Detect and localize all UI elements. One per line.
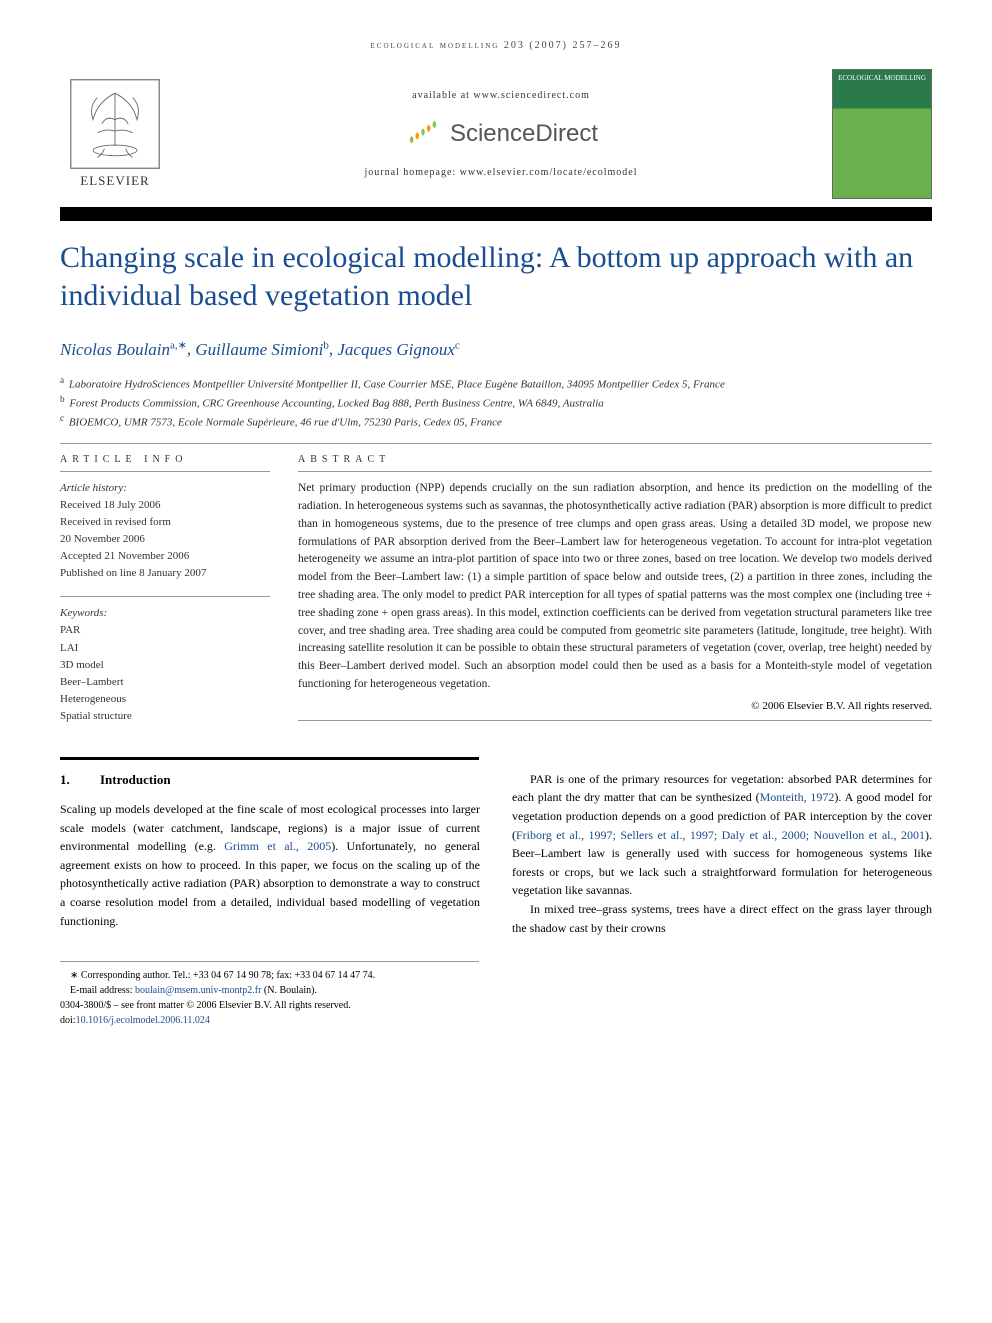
abstract-heading: abstract [298,454,932,465]
affiliations: a Laboratoire HydroSciences Montpellier … [60,374,932,431]
paragraph: PAR is one of the primary resources for … [512,770,932,900]
journal-cover: ECOLOGICAL MODELLING [832,69,932,199]
doi-line: doi:10.1016/j.ecolmodel.2006.11.024 [60,1013,479,1028]
paragraph: In mixed tree–grass systems, trees have … [512,900,932,937]
history-label: Article history: [60,480,270,497]
info-abstract-row: article info Article history: Received 1… [60,454,932,729]
header-row: ELSEVIER available at www.sciencedirect.… [60,69,932,199]
author: Jacques Gignouxc [337,340,459,359]
header-center: available at www.sciencedirect.com Scien… [170,90,832,178]
affiliation: a Laboratoire HydroSciences Montpellier … [60,374,932,393]
author-sup: a,∗ [170,339,187,351]
doi-link[interactable]: 10.1016/j.ecolmodel.2006.11.024 [76,1015,210,1026]
email-link[interactable]: boulain@msem.univ-montp2.fr [135,985,261,996]
authors: Nicolas Boulaina,∗, Guillaume Simionib, … [60,338,932,360]
affiliation: c BIOEMCO, UMR 7573, Ecole Normale Supér… [60,412,932,431]
keyword: Spatial structure [60,708,270,725]
article-title: Changing scale in ecological modelling: … [60,239,932,314]
elsevier-wordmark: ELSEVIER [80,173,149,189]
keyword: Beer–Lambert [60,674,270,691]
column-left: 1.Introduction Scaling up models develop… [60,770,480,937]
affil-text: Laboratoire HydroSciences Montpellier Un… [69,378,725,390]
header-rule [60,207,932,221]
affil-sup: a [60,375,64,385]
author-name: Guillaume Simioni [195,340,323,359]
section-title: 1.Introduction [60,770,480,790]
abstract: abstract Net primary production (NPP) de… [298,454,932,729]
divider [298,471,932,472]
corresponding-author: ∗ Corresponding author. Tel.: +33 04 67 … [60,968,479,983]
sciencedirect-icon [404,115,442,153]
available-at: available at www.sciencedirect.com [170,90,832,101]
divider [60,596,270,597]
abstract-text: Net primary production (NPP) depends cru… [298,480,932,694]
affil-text: Forest Products Commission, CRC Greenhou… [69,397,603,409]
article-info: article info Article history: Received 1… [60,454,270,729]
email-attribution: (N. Boulain). [264,985,317,996]
keyword: 3D model [60,657,270,674]
paragraph: Scaling up models developed at the fine … [60,800,480,930]
article-info-heading: article info [60,454,270,465]
email-line: E-mail address: boulain@msem.univ-montp2… [60,983,479,998]
section-number: 1. [60,770,100,790]
divider [60,443,932,444]
keywords-label: Keywords: [60,605,270,622]
history-line: Received in revised form [60,514,270,531]
author-sup: b [323,339,329,351]
affil-text: BIOEMCO, UMR 7573, Ecole Normale Supérie… [69,417,502,429]
affiliation: b Forest Products Commission, CRC Greenh… [60,393,932,412]
citation-link[interactable]: Monteith, 1972 [760,790,835,804]
history-line: Published on line 8 January 2007 [60,565,270,582]
author-name: Jacques Gignoux [337,340,455,359]
keywords: Keywords: PAR LAI 3D model Beer–Lambert … [60,605,270,724]
elsevier-logo: ELSEVIER [60,74,170,194]
abstract-copyright: © 2006 Elsevier B.V. All rights reserved… [298,700,932,712]
citation-link[interactable]: Grimm et al., 2005 [224,839,331,853]
column-right: PAR is one of the primary resources for … [512,770,932,937]
footnotes: ∗ Corresponding author. Tel.: +33 04 67 … [60,961,479,1028]
author-name: Nicolas Boulain [60,340,170,359]
section-rule [60,757,479,760]
keyword: LAI [60,640,270,657]
history-line: 20 November 2006 [60,531,270,548]
citation-link[interactable]: Friborg et al., 1997; Sellers et al., 19… [516,828,925,842]
running-header: ecological modelling 203 (2007) 257–269 [60,40,932,51]
keyword: Heterogeneous [60,691,270,708]
sciencedirect-logo: ScienceDirect [404,115,598,153]
elsevier-tree-icon [70,79,160,169]
section-name: Introduction [100,772,171,787]
body-columns: 1.Introduction Scaling up models develop… [60,770,932,937]
affil-sup: b [60,394,65,404]
keyword: PAR [60,622,270,639]
author-sup: c [455,339,460,351]
journal-homepage: journal homepage: www.elsevier.com/locat… [170,167,832,178]
doi-label: doi: [60,1015,76,1026]
journal-cover-title: ECOLOGICAL MODELLING [837,74,927,82]
article-history: Article history: Received 18 July 2006 R… [60,480,270,582]
divider [60,471,270,472]
author: Guillaume Simionib [195,340,328,359]
sciencedirect-text: ScienceDirect [450,120,598,148]
history-line: Received 18 July 2006 [60,497,270,514]
history-line: Accepted 21 November 2006 [60,548,270,565]
affil-sup: c [60,413,64,423]
email-label: E-mail address: [70,985,132,996]
front-matter: 0304-3800/$ – see front matter © 2006 El… [60,998,479,1013]
divider [298,720,932,721]
author: Nicolas Boulaina,∗ [60,340,187,359]
